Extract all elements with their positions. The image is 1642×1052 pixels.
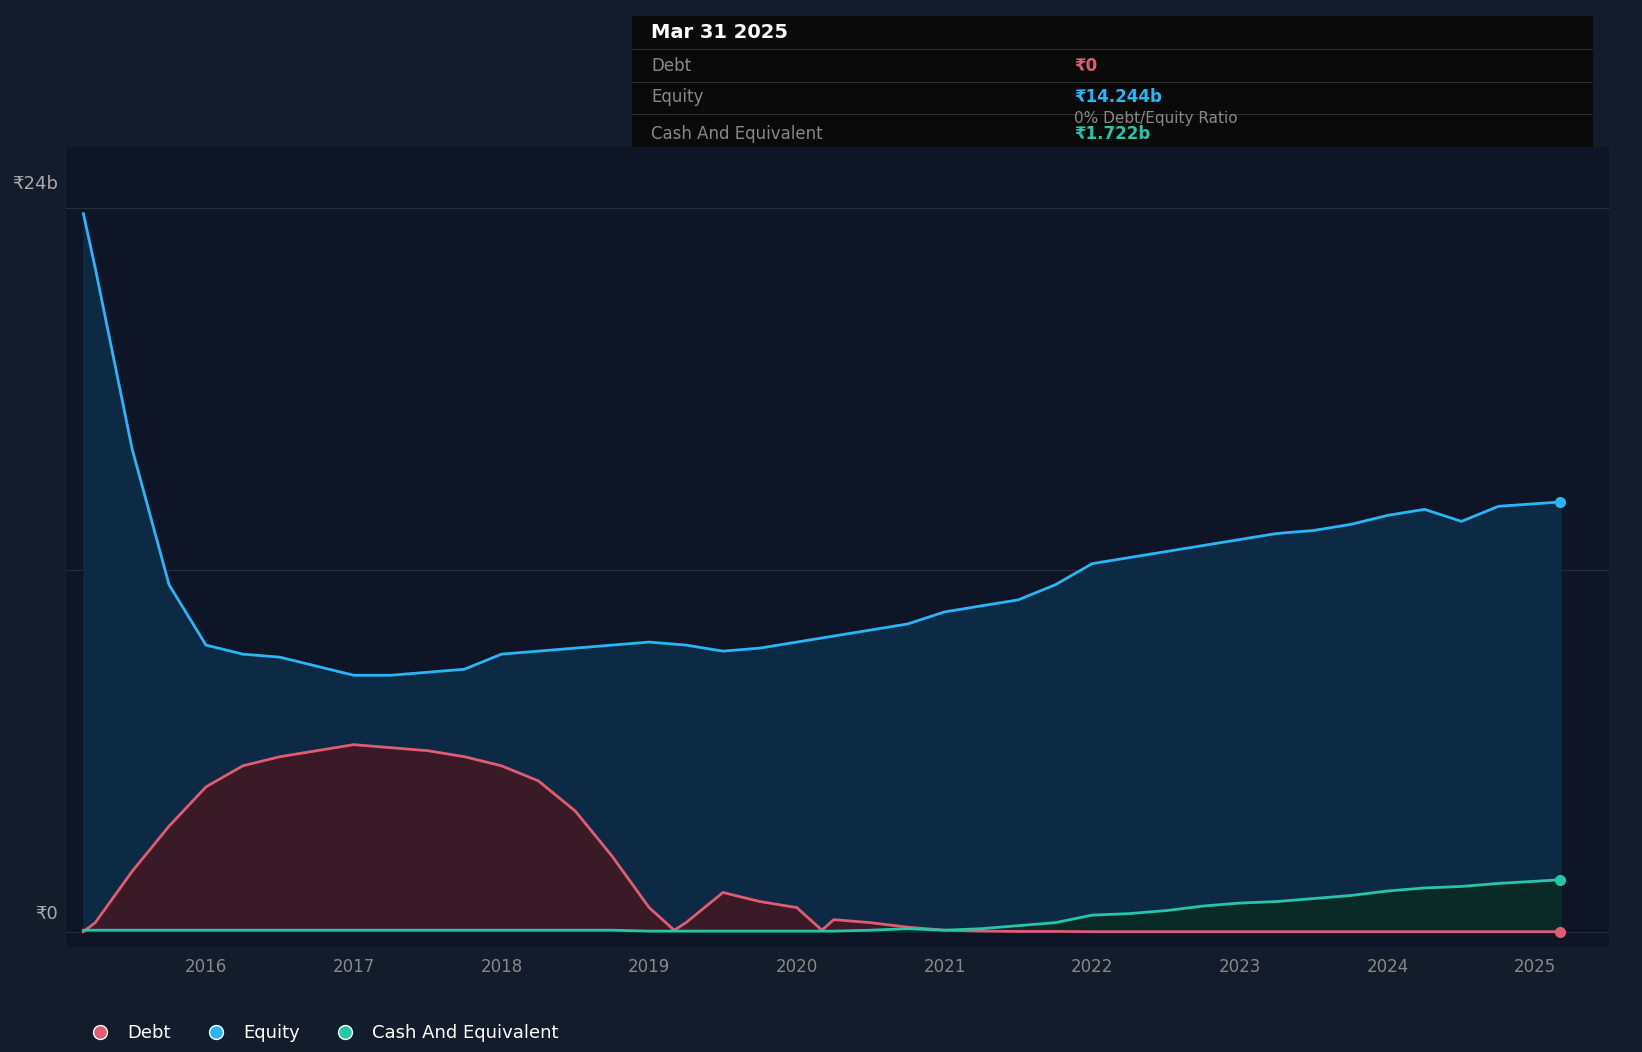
Text: ₹0: ₹0 xyxy=(1074,57,1097,75)
Text: Cash And Equivalent: Cash And Equivalent xyxy=(652,125,823,143)
Text: ₹0: ₹0 xyxy=(34,905,57,923)
Text: ₹1.722b: ₹1.722b xyxy=(1074,125,1151,143)
Text: Mar 31 2025: Mar 31 2025 xyxy=(652,23,788,42)
Text: ₹24b: ₹24b xyxy=(11,175,57,193)
Text: Equity: Equity xyxy=(652,88,704,106)
Legend: Debt, Equity, Cash And Equivalent: Debt, Equity, Cash And Equivalent xyxy=(74,1017,565,1050)
Text: 0% Debt/Equity Ratio: 0% Debt/Equity Ratio xyxy=(1074,110,1238,126)
Text: Debt: Debt xyxy=(652,57,691,75)
Text: ₹14.244b: ₹14.244b xyxy=(1074,88,1163,106)
